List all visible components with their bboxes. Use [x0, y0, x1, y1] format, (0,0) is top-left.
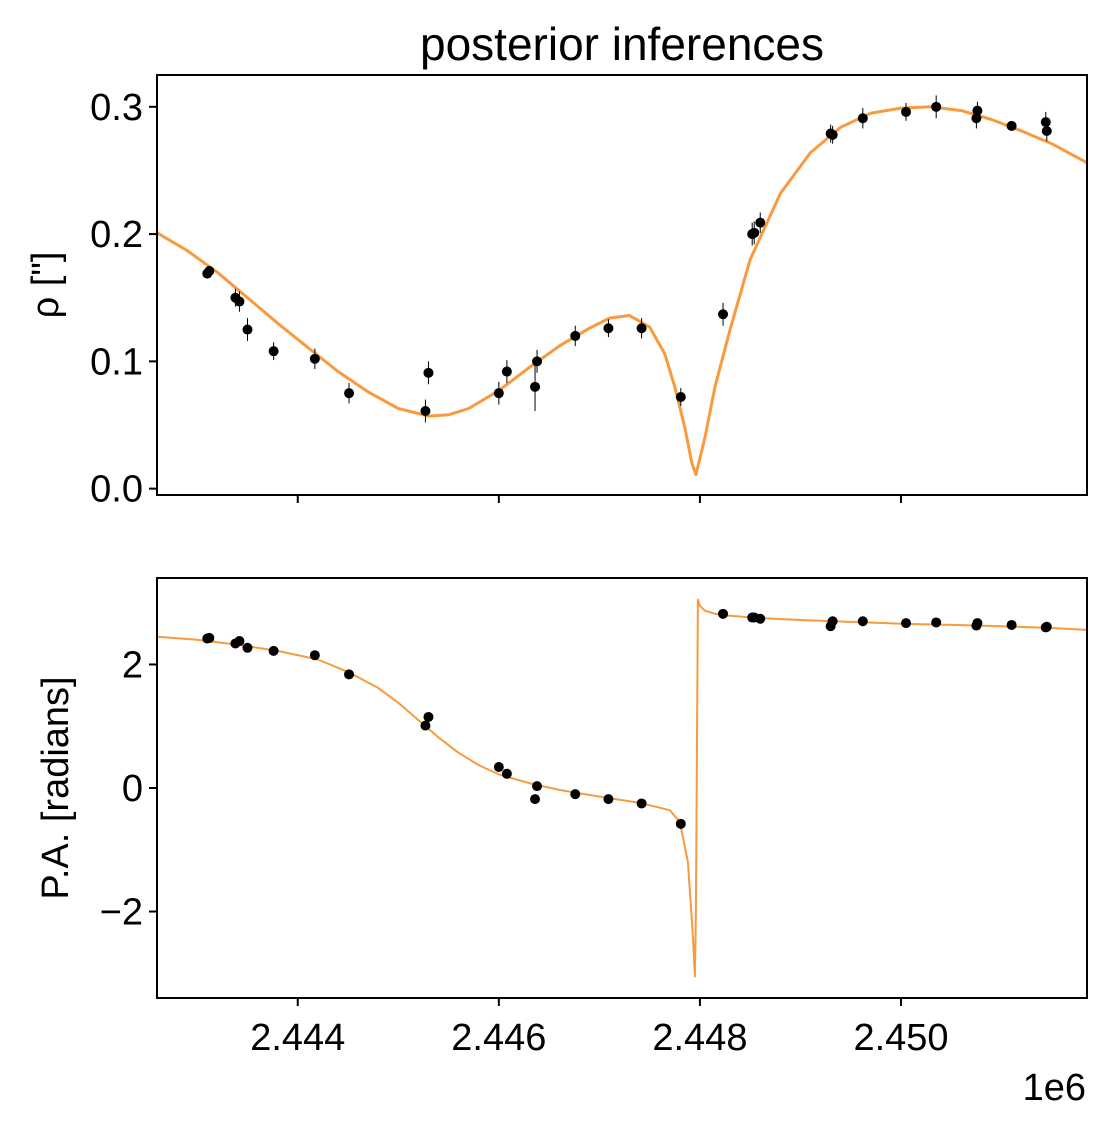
- position-angle-data-point: [530, 794, 541, 805]
- separation-data-point: [749, 227, 760, 238]
- position-angle-data-point: [344, 669, 355, 680]
- position-angle-data-point: [931, 617, 942, 628]
- separation-data-point: [204, 266, 215, 276]
- position-angle-data-point: [827, 616, 838, 627]
- separation-y-tick-label: 0.3: [90, 87, 143, 129]
- position-angle-y-tick-label: 0: [122, 768, 143, 810]
- position-angle-data-point: [309, 650, 320, 661]
- separation-data-point: [344, 388, 355, 399]
- position-angle-data-point: [972, 618, 983, 629]
- separation-plot-area: [157, 95, 1087, 477]
- position-angle-data-point: [603, 794, 614, 805]
- separation-data-point: [636, 323, 647, 334]
- separation-data-point: [242, 324, 253, 335]
- position-angle-data-point: [901, 618, 912, 629]
- separation-y-tick-label: 0.2: [90, 214, 143, 256]
- separation-data-point: [972, 105, 983, 116]
- separation-data-point: [971, 113, 982, 124]
- separation-data-point: [234, 296, 245, 307]
- position-angle-x-tick-label: 2.450: [853, 1017, 948, 1059]
- separation-data-point: [827, 129, 838, 140]
- separation-data-point: [931, 101, 942, 112]
- separation-y-tick-label: 0.1: [90, 341, 143, 383]
- separation-data-point: [268, 346, 279, 357]
- position-angle-data-point: [532, 781, 543, 792]
- separation-axes-frame: [156, 74, 1088, 496]
- separation-data-point: [675, 392, 686, 402]
- position-angle-ticks: −2 0 2 2.444 2.446 2.448 2.450: [100, 644, 949, 1059]
- position-angle-data-point: [718, 608, 729, 619]
- separation-ticks: 0.0 0.1 0.2 0.3: [90, 87, 902, 511]
- position-angle-data-point: [1041, 621, 1052, 632]
- position-angle-x-tick-label: 2.446: [451, 1017, 546, 1059]
- figure-title: posterior inferences: [420, 18, 824, 70]
- position-angle-data-point: [242, 642, 253, 653]
- position-angle-data-point: [493, 762, 504, 772]
- separation-data-point: [420, 406, 431, 416]
- position-angle-panel: −2 0 2 2.444 2.446 2.448 2.450 P.A. [radians]: [35, 577, 1088, 1059]
- position-angle-plot-area: [157, 598, 1087, 978]
- position-angle-data-point: [1006, 619, 1017, 630]
- position-angle-data-point: [675, 818, 686, 829]
- separation-y-axis-label: ρ ["]: [25, 252, 67, 319]
- position-angle-data-point: [268, 645, 279, 656]
- separation-data-point: [1041, 126, 1052, 136]
- position-angle-y-tick-label: 2: [122, 644, 143, 686]
- separation-data-point: [718, 309, 729, 320]
- position-angle-data-point: [501, 768, 512, 779]
- position-angle-x-tick-label: 2.448: [652, 1017, 747, 1059]
- position-angle-data-point: [857, 616, 868, 627]
- separation-data-point: [901, 106, 912, 117]
- separation-y-tick-label: 0.0: [90, 469, 143, 511]
- position-angle-data-point: [234, 636, 245, 646]
- separation-panel: 0.0 0.1 0.2 0.3 ρ ["]: [25, 74, 1088, 511]
- separation-data-point: [493, 388, 504, 399]
- position-angle-x-tick-label: 2.444: [250, 1017, 345, 1059]
- position-angle-y-axis-label: P.A. [radians]: [35, 676, 77, 899]
- separation-data-point: [501, 366, 512, 377]
- separation-data-point: [423, 367, 434, 378]
- position-angle-y-tick-label: −2: [100, 892, 143, 934]
- position-angle-data-point: [420, 720, 431, 731]
- separation-data-point: [603, 323, 614, 334]
- separation-data-point: [532, 356, 543, 367]
- x-axis-offset-label: 1e6: [1023, 1067, 1086, 1109]
- separation-data-point: [1006, 120, 1017, 131]
- separation-data-point: [1040, 117, 1051, 128]
- position-angle-data-point: [423, 711, 434, 722]
- separation-data-point: [570, 330, 581, 341]
- position-angle-data-point: [755, 613, 766, 624]
- separation-model-curve: [157, 105, 1087, 477]
- separation-data-point: [309, 353, 320, 364]
- position-angle-data-point: [570, 789, 581, 800]
- position-angle-data-point: [204, 632, 215, 643]
- separation-data-point: [857, 113, 868, 124]
- separation-data-point: [755, 217, 766, 228]
- position-angle-data-point: [636, 798, 647, 809]
- separation-data-point: [530, 381, 541, 392]
